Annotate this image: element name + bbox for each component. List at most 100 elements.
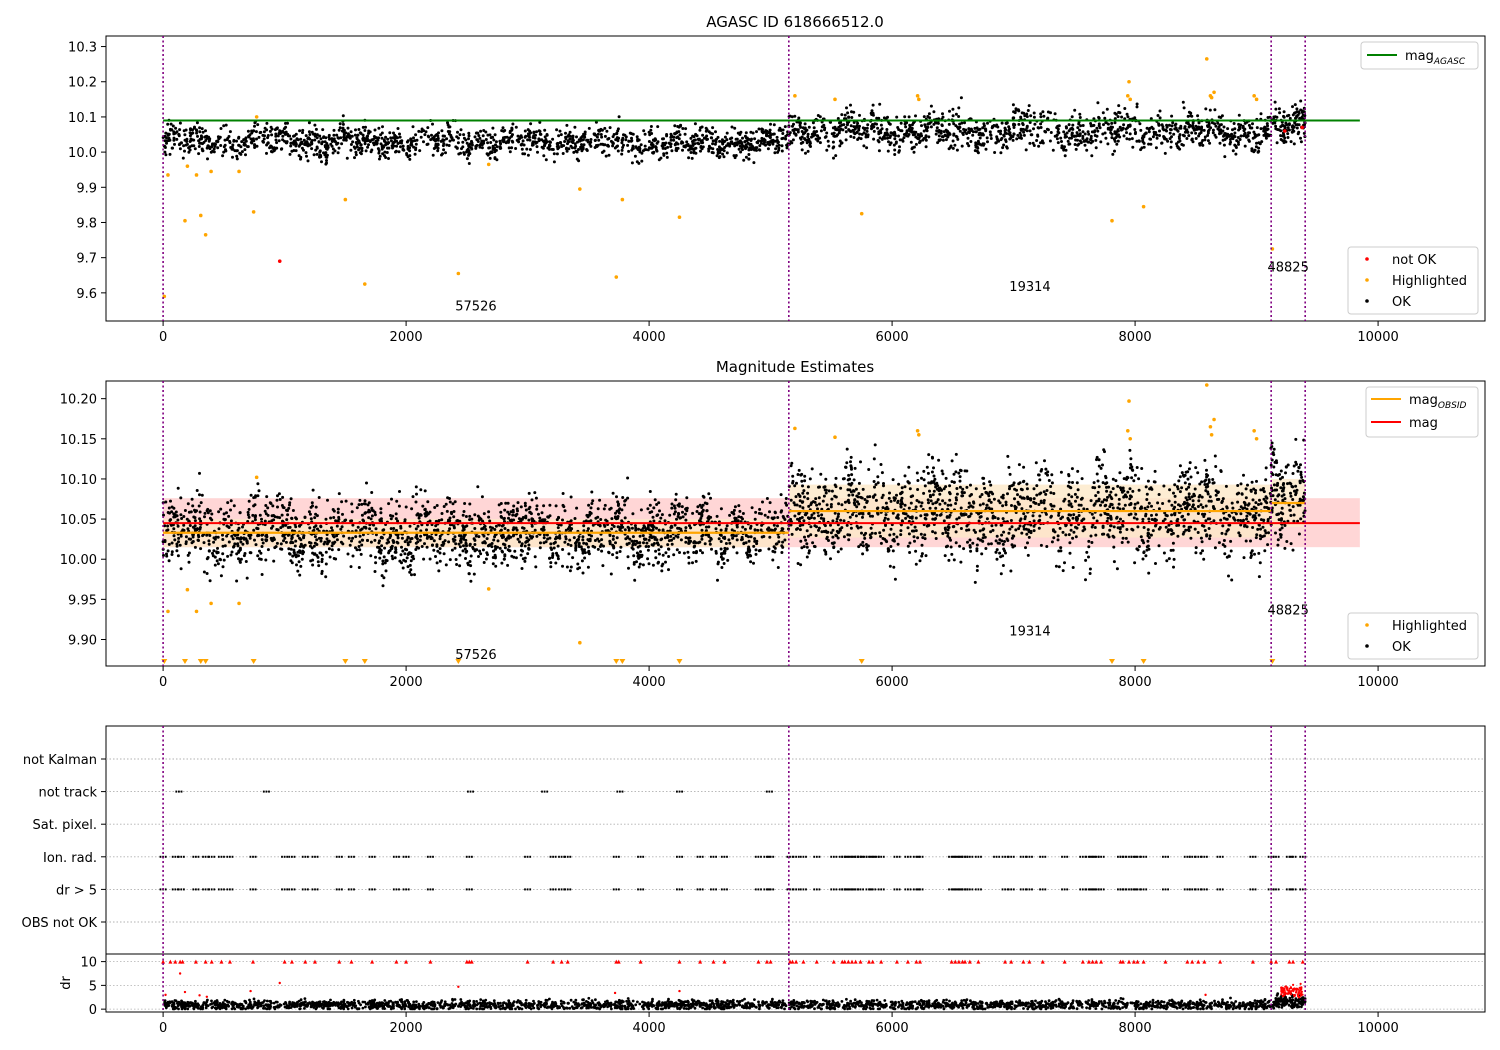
agasc-ok-point xyxy=(1177,135,1181,139)
agasc-ok-point xyxy=(1287,123,1291,127)
agasc-ok-point xyxy=(710,151,714,154)
agasc-ok-point xyxy=(1101,132,1105,136)
agasc-ok-point xyxy=(423,133,427,137)
agasc-ok-point xyxy=(505,135,509,139)
estimates-ok-point xyxy=(390,497,393,501)
agasc-ok-point xyxy=(1135,102,1139,106)
estimates-ok-point xyxy=(167,542,171,546)
agasc-ok-point xyxy=(1162,135,1166,138)
estimates-ok-point xyxy=(487,510,491,514)
agasc-ok-point xyxy=(283,139,286,143)
agasc-ok-point xyxy=(288,152,292,156)
estimates-ok-point xyxy=(519,553,523,557)
agasc-ok-point xyxy=(558,129,562,133)
agasc-ok-point xyxy=(882,116,886,120)
estimates-ok-point xyxy=(187,510,191,514)
agasc-ok-point xyxy=(356,133,360,137)
agasc-ok-point xyxy=(832,156,835,160)
estimates-ok-point xyxy=(573,517,577,520)
agasc-ok-point xyxy=(377,126,381,130)
estimates-ok-point xyxy=(753,517,757,521)
agasc-ok-point xyxy=(838,124,842,128)
estimates-ok-point xyxy=(360,513,364,517)
agasc-highlighted-point xyxy=(578,187,582,191)
agasc-ok-point xyxy=(748,143,752,146)
agasc-ok-point xyxy=(1222,143,1226,147)
agasc-ok-point xyxy=(924,128,928,131)
estimates-ok-point xyxy=(492,549,496,553)
agasc-ok-point xyxy=(616,144,619,148)
estimates-ok-point xyxy=(247,507,251,511)
agasc-ok-point xyxy=(1188,123,1192,127)
agasc-ok-point xyxy=(733,126,737,130)
agasc-ok-point xyxy=(1208,141,1212,145)
agasc-ok-point xyxy=(187,150,191,154)
agasc-ok-point xyxy=(893,137,897,141)
agasc-ok-point xyxy=(1286,136,1290,139)
agasc-ok-point xyxy=(318,134,322,138)
estimates-ok-point xyxy=(254,543,258,547)
estimates-ok-point xyxy=(472,572,476,576)
agasc-ok-point xyxy=(389,136,393,140)
agasc-ok-point xyxy=(993,151,997,154)
agasc-ok-point xyxy=(411,125,415,129)
estimates-ok-point xyxy=(625,542,629,546)
estimates-ok-point xyxy=(288,503,291,507)
estimates-ok-point xyxy=(1032,519,1036,523)
agasc-ok-point xyxy=(1073,108,1077,112)
agasc-ok-point xyxy=(1046,128,1050,132)
agasc-ok-point xyxy=(392,131,395,135)
estimates-ok-point xyxy=(719,540,723,543)
agasc-ok-point xyxy=(924,145,928,149)
agasc-ok-point xyxy=(361,137,365,141)
agasc-ok-point xyxy=(852,121,856,124)
estimates-ok-point xyxy=(488,519,492,523)
estimates-ok-point xyxy=(284,540,288,544)
estimates-ok-point xyxy=(570,527,574,531)
estimates-ok-point xyxy=(580,559,584,563)
agasc-ok-point xyxy=(1074,147,1078,151)
agasc-ok-point xyxy=(467,162,471,165)
agasc-ok-point xyxy=(1068,136,1071,140)
estimates-ok-point xyxy=(694,559,698,563)
agasc-ok-point xyxy=(1282,115,1286,119)
agasc-ok-point xyxy=(872,129,876,133)
agasc-ok-point xyxy=(715,137,718,141)
agasc-ok-point xyxy=(237,143,241,147)
agasc-ok-point xyxy=(1083,143,1087,147)
agasc-ok-point xyxy=(366,145,370,149)
agasc-ok-point xyxy=(204,135,208,139)
agasc-ok-point xyxy=(431,122,434,126)
agasc-ok-point xyxy=(223,143,227,147)
estimates-ok-point xyxy=(735,551,739,555)
agasc-ok-point xyxy=(651,151,655,155)
agasc-ok-point xyxy=(542,154,546,158)
agasc-ok-point xyxy=(741,148,744,152)
estimates-ok-point xyxy=(236,528,240,532)
estimates-ok-point xyxy=(408,570,412,574)
agasc-ok-point xyxy=(1099,140,1103,144)
agasc-ok-point xyxy=(1303,114,1307,118)
agasc-ok-point xyxy=(211,142,214,146)
estimates-ok-point xyxy=(502,557,506,561)
agasc-ok-point xyxy=(981,133,985,137)
agasc-ok-point xyxy=(769,122,772,126)
agasc-ok-point xyxy=(306,144,310,148)
agasc-ok-point xyxy=(1143,132,1147,136)
agasc-ok-point xyxy=(905,121,909,125)
estimates-ok-point xyxy=(419,534,423,538)
agasc-ok-point xyxy=(478,136,482,140)
agasc-ok-point xyxy=(682,145,686,148)
estimates-ok-point xyxy=(584,519,588,523)
agasc-ok-point xyxy=(188,131,192,135)
agasc-ok-point xyxy=(307,121,311,125)
estimates-ok-point xyxy=(320,553,324,557)
agasc-ok-point xyxy=(1163,151,1167,155)
agasc-ok-point xyxy=(840,141,844,145)
estimates-ok-point xyxy=(461,549,465,553)
agasc-ok-point xyxy=(1008,131,1012,135)
agasc-highlighted-point xyxy=(166,173,170,177)
agasc-ok-point xyxy=(1237,142,1240,146)
agasc-ok-point xyxy=(571,136,575,140)
estimates-ok-point xyxy=(498,546,502,550)
